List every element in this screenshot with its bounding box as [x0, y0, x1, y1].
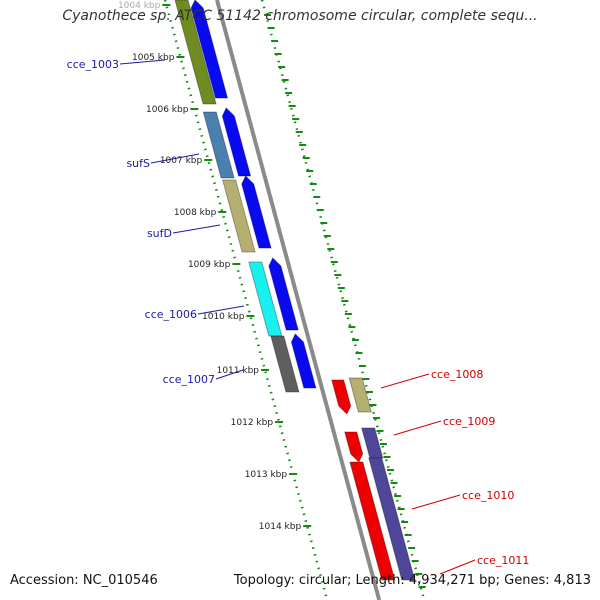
gene-label-cce_1006: cce_1006 [145, 308, 197, 321]
scale-tick-label: 1011 kbp [217, 366, 260, 376]
label-leader-line [119, 59, 166, 65]
scale-tick-label: 1014 kbp [259, 522, 302, 532]
gene-label-cce_1011: cce_1011 [477, 554, 529, 567]
accession-label: Accession: NC_010546 [10, 573, 158, 588]
gene-bar-cce_1007 [270, 335, 300, 393]
gene-label-cce_1008: cce_1008 [431, 368, 483, 381]
label-leader-line [215, 369, 244, 380]
gene-label-cce_1009: cce_1009 [443, 415, 495, 428]
gene-label-sufS: sufS [126, 157, 150, 170]
chromosome-backbone [215, 0, 382, 600]
label-leader-line [197, 305, 245, 315]
scale-tick-label: 1008 kbp [174, 208, 217, 218]
label-leader-line [411, 494, 461, 510]
label-leader-line [439, 559, 476, 575]
label-leader-line [150, 153, 200, 164]
label-leader-line [172, 224, 221, 234]
gene-bar-cce_1010 [368, 457, 416, 581]
gene-label-sufD: sufD [147, 227, 172, 240]
gene-arrow-cce_1008 [331, 379, 352, 415]
scale-tick-label: 1005 kbp [132, 53, 175, 63]
label-leader-line [393, 420, 442, 436]
scale-tick-label: 1006 kbp [146, 105, 189, 115]
scale-tick-label: 1009 kbp [188, 260, 231, 270]
scale-tick-label: 1010 kbp [202, 312, 245, 322]
label-leader-line [380, 373, 430, 389]
scale-dotted-line-left [163, 0, 329, 600]
scale-tick-label: 1007 kbp [160, 156, 203, 166]
scale-tick-label: 1012 kbp [231, 418, 274, 428]
gene-bar-cce_1008 [348, 377, 373, 413]
gene-arrow-sufD [241, 175, 272, 249]
gene-bar-cce_1003 [174, 0, 217, 105]
map-title: Cyanothece sp. ATCC 51142 chromosome cir… [62, 8, 538, 24]
scale-tick-label: 1004 kbp [118, 1, 161, 11]
gene-arrow-cce_1003 [190, 0, 229, 99]
gene-bar-sufD [222, 179, 256, 253]
gene-label-cce_1010: cce_1010 [462, 489, 514, 502]
gene-arrow-cce_1006 [268, 257, 299, 331]
gene-bar-sufS [202, 111, 235, 179]
gene-label-cce_1003: cce_1003 [67, 58, 119, 71]
gene-arrow-cce_1010 [349, 461, 396, 581]
gene-arrow-cce_1007 [290, 333, 317, 389]
gene-bar-cce_1009 [361, 427, 384, 459]
gene-arrow-sufS [221, 107, 252, 177]
topology-label: Topology: circular; Length: 4,934,271 bp… [233, 573, 591, 588]
scale-tick-label: 1013 kbp [245, 470, 288, 480]
gene-arrow-cce_1009 [344, 431, 364, 463]
gene-label-cce_1007: cce_1007 [163, 373, 215, 386]
